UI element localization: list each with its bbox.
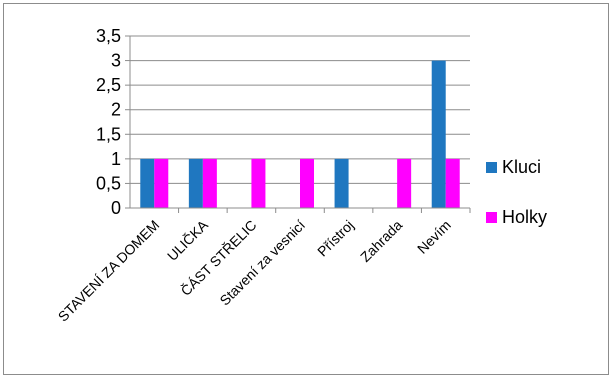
- legend-swatch-kluci: [486, 162, 497, 173]
- axes: [125, 35, 471, 213]
- y-tick-label: 2,5: [96, 75, 121, 95]
- y-tick-labels: 0 0,5 1 1,5 2 2,5 3 3,5: [96, 26, 121, 218]
- bar-holky-2: [251, 158, 266, 208]
- y-tick-label: 2: [111, 100, 121, 120]
- y-tick-label: 3: [111, 51, 121, 71]
- bar-kluci-6: [431, 60, 446, 209]
- x-category-label: STAVENÍ ZA DOMEM: [55, 217, 163, 325]
- bars: [140, 60, 460, 209]
- bar-holky-0: [154, 158, 169, 208]
- y-tick-label: 1,5: [96, 124, 121, 144]
- legend-label-holky: Holky: [502, 207, 547, 227]
- legend-label-kluci: Kluci: [502, 157, 541, 177]
- legend: Kluci Holky: [486, 157, 547, 227]
- x-category-label: Zahrada: [357, 217, 405, 265]
- x-category-label: ULIČKA: [164, 216, 212, 264]
- y-tick-label: 3,5: [96, 26, 121, 46]
- bar-kluci-0: [140, 158, 155, 208]
- y-tick-label: 0,5: [96, 173, 121, 193]
- x-category-label: Stavení za vesnicí: [216, 217, 308, 309]
- x-category-label: Nevím: [414, 217, 454, 257]
- bar-holky-3: [300, 158, 314, 208]
- x-category-label: Přístroj: [314, 217, 357, 260]
- bar-holky-5: [397, 158, 412, 208]
- y-tick-label: 0: [111, 198, 121, 218]
- legend-swatch-holky: [486, 212, 497, 223]
- grid-lines: [130, 35, 470, 184]
- bar-holky-6: [445, 158, 460, 208]
- bar-kluci-4: [334, 158, 349, 208]
- bar-holky-1: [202, 158, 217, 208]
- y-tick-label: 1: [111, 149, 121, 169]
- bar-kluci-1: [188, 158, 203, 208]
